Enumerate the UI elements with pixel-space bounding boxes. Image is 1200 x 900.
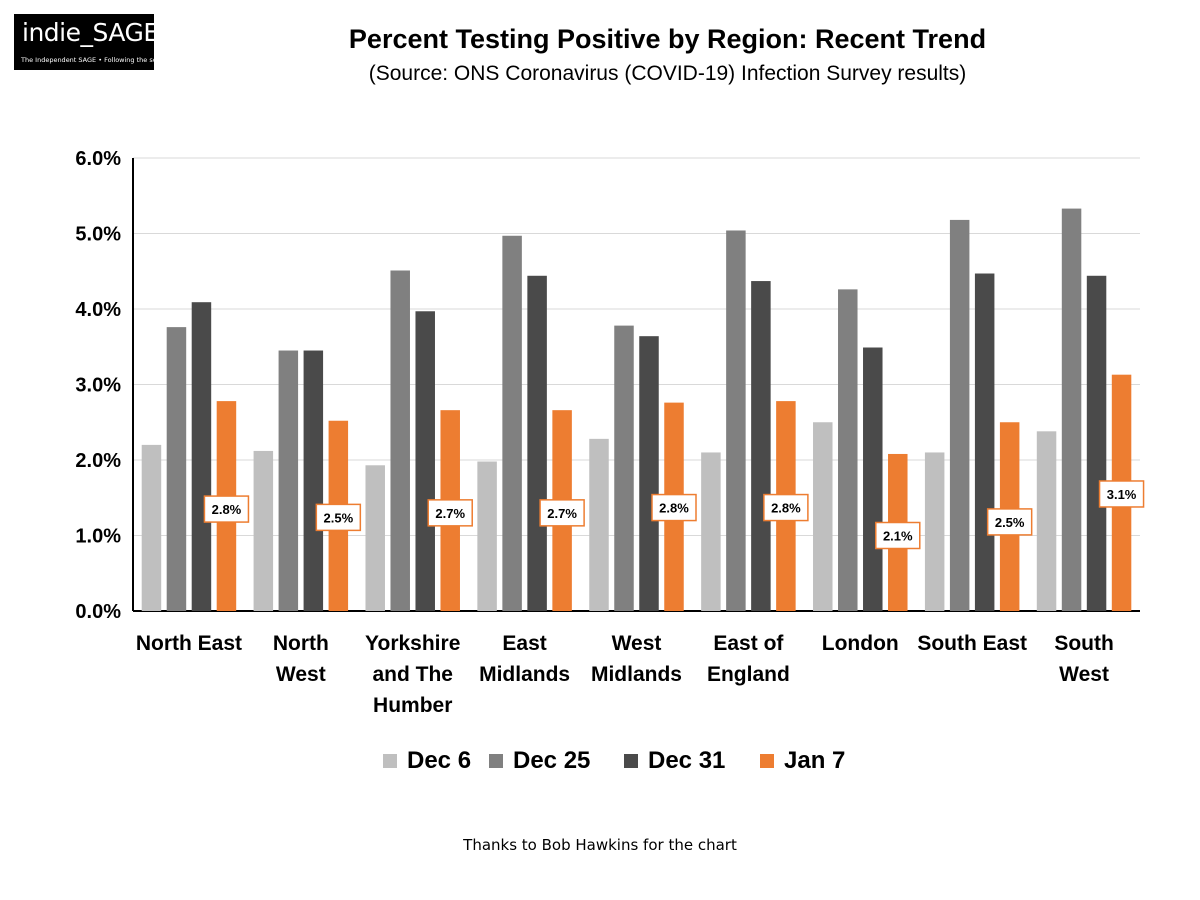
x-tick-label: Humber	[373, 694, 452, 717]
data-label: 2.7%	[547, 506, 577, 521]
data-label: 2.8%	[659, 501, 689, 516]
bar	[141, 444, 162, 611]
y-tick-label: 5.0%	[75, 224, 121, 246]
bar	[477, 461, 497, 611]
bar	[527, 275, 547, 611]
data-label-box	[539, 499, 585, 527]
bar	[278, 350, 299, 611]
data-label: 3.1%	[1107, 487, 1137, 502]
data-label: 2.1%	[883, 529, 913, 544]
bar	[1061, 208, 1082, 611]
y-tick-label: 1.0%	[75, 526, 121, 548]
data-label-box	[986, 508, 1033, 536]
legend-swatch	[624, 754, 638, 768]
bar	[863, 347, 883, 611]
bar	[1036, 431, 1057, 611]
bar	[589, 438, 609, 611]
data-label-box	[763, 493, 809, 522]
data-label-box	[1098, 480, 1145, 508]
data-label: 2.8%	[212, 502, 242, 517]
bar	[924, 452, 945, 611]
bar	[639, 336, 659, 611]
x-tick-label: London	[822, 632, 899, 655]
legend-label: Dec 31	[648, 747, 725, 774]
data-label: 2.7%	[435, 506, 465, 521]
data-label-box	[315, 503, 362, 532]
bar	[303, 350, 324, 611]
bar	[751, 281, 771, 611]
y-tick-label: 2.0%	[75, 450, 121, 472]
bar	[502, 235, 522, 611]
bar	[415, 311, 435, 611]
x-tick-label: West	[612, 632, 662, 655]
y-tick-label: 0.0%	[75, 601, 121, 623]
bar	[191, 302, 212, 611]
y-tick-label: 6.0%	[75, 148, 121, 170]
bar	[1086, 275, 1107, 611]
chart-credit: Thanks to Bob Hawkins for the chart	[463, 836, 737, 854]
data-label-box	[203, 495, 250, 523]
logo-name: indie_SAGE	[22, 18, 159, 47]
x-tick-label: England	[707, 663, 790, 686]
logo-tagline: The Independent SAGE • Following the sci…	[21, 56, 174, 64]
bar	[726, 230, 746, 612]
legend-swatch	[760, 754, 774, 768]
chart-subtitle: (Source: ONS Coronavirus (COVID-19) Infe…	[368, 62, 967, 85]
x-tick-label: East	[502, 632, 546, 655]
data-label-box	[875, 521, 921, 550]
legend-label: Dec 25	[513, 747, 590, 774]
x-tick-label: South	[1054, 632, 1113, 655]
y-tick-label: 3.0%	[75, 375, 121, 397]
x-tick-label: Midlands	[479, 663, 570, 686]
bar	[253, 450, 274, 611]
x-tick-label: South East	[917, 632, 1027, 655]
x-tick-label: West	[1059, 663, 1109, 686]
bar	[813, 422, 833, 611]
legend-label: Jan 7	[784, 747, 845, 774]
x-tick-label: and The	[372, 663, 453, 686]
data-label: 2.8%	[771, 501, 801, 516]
x-tick-label: Midlands	[591, 663, 682, 686]
bar	[365, 465, 385, 611]
bar	[701, 452, 721, 611]
y-tick-label: 4.0%	[75, 299, 121, 321]
x-tick-label: East of	[713, 632, 784, 655]
data-label-box	[427, 499, 473, 527]
bar	[390, 270, 410, 611]
bar	[838, 289, 858, 611]
bar	[614, 325, 634, 611]
legend-swatch	[489, 754, 503, 768]
x-tick-label: Yorkshire	[365, 632, 460, 655]
chart-title: Percent Testing Positive by Region: Rece…	[348, 24, 987, 54]
x-tick-label: West	[276, 663, 326, 686]
legend-label: Dec 6	[407, 747, 471, 774]
legend-swatch	[383, 754, 397, 768]
x-tick-label: North	[273, 632, 329, 655]
bar	[166, 327, 187, 611]
data-label: 2.5%	[995, 515, 1025, 530]
data-label-box	[651, 493, 697, 522]
bar	[949, 219, 970, 611]
bar	[974, 273, 995, 611]
x-tick-label: North East	[136, 632, 242, 655]
data-label: 2.5%	[324, 510, 354, 525]
indie-sage-logo: indie_SAGE The Independent SAGE • Follow…	[14, 14, 174, 70]
